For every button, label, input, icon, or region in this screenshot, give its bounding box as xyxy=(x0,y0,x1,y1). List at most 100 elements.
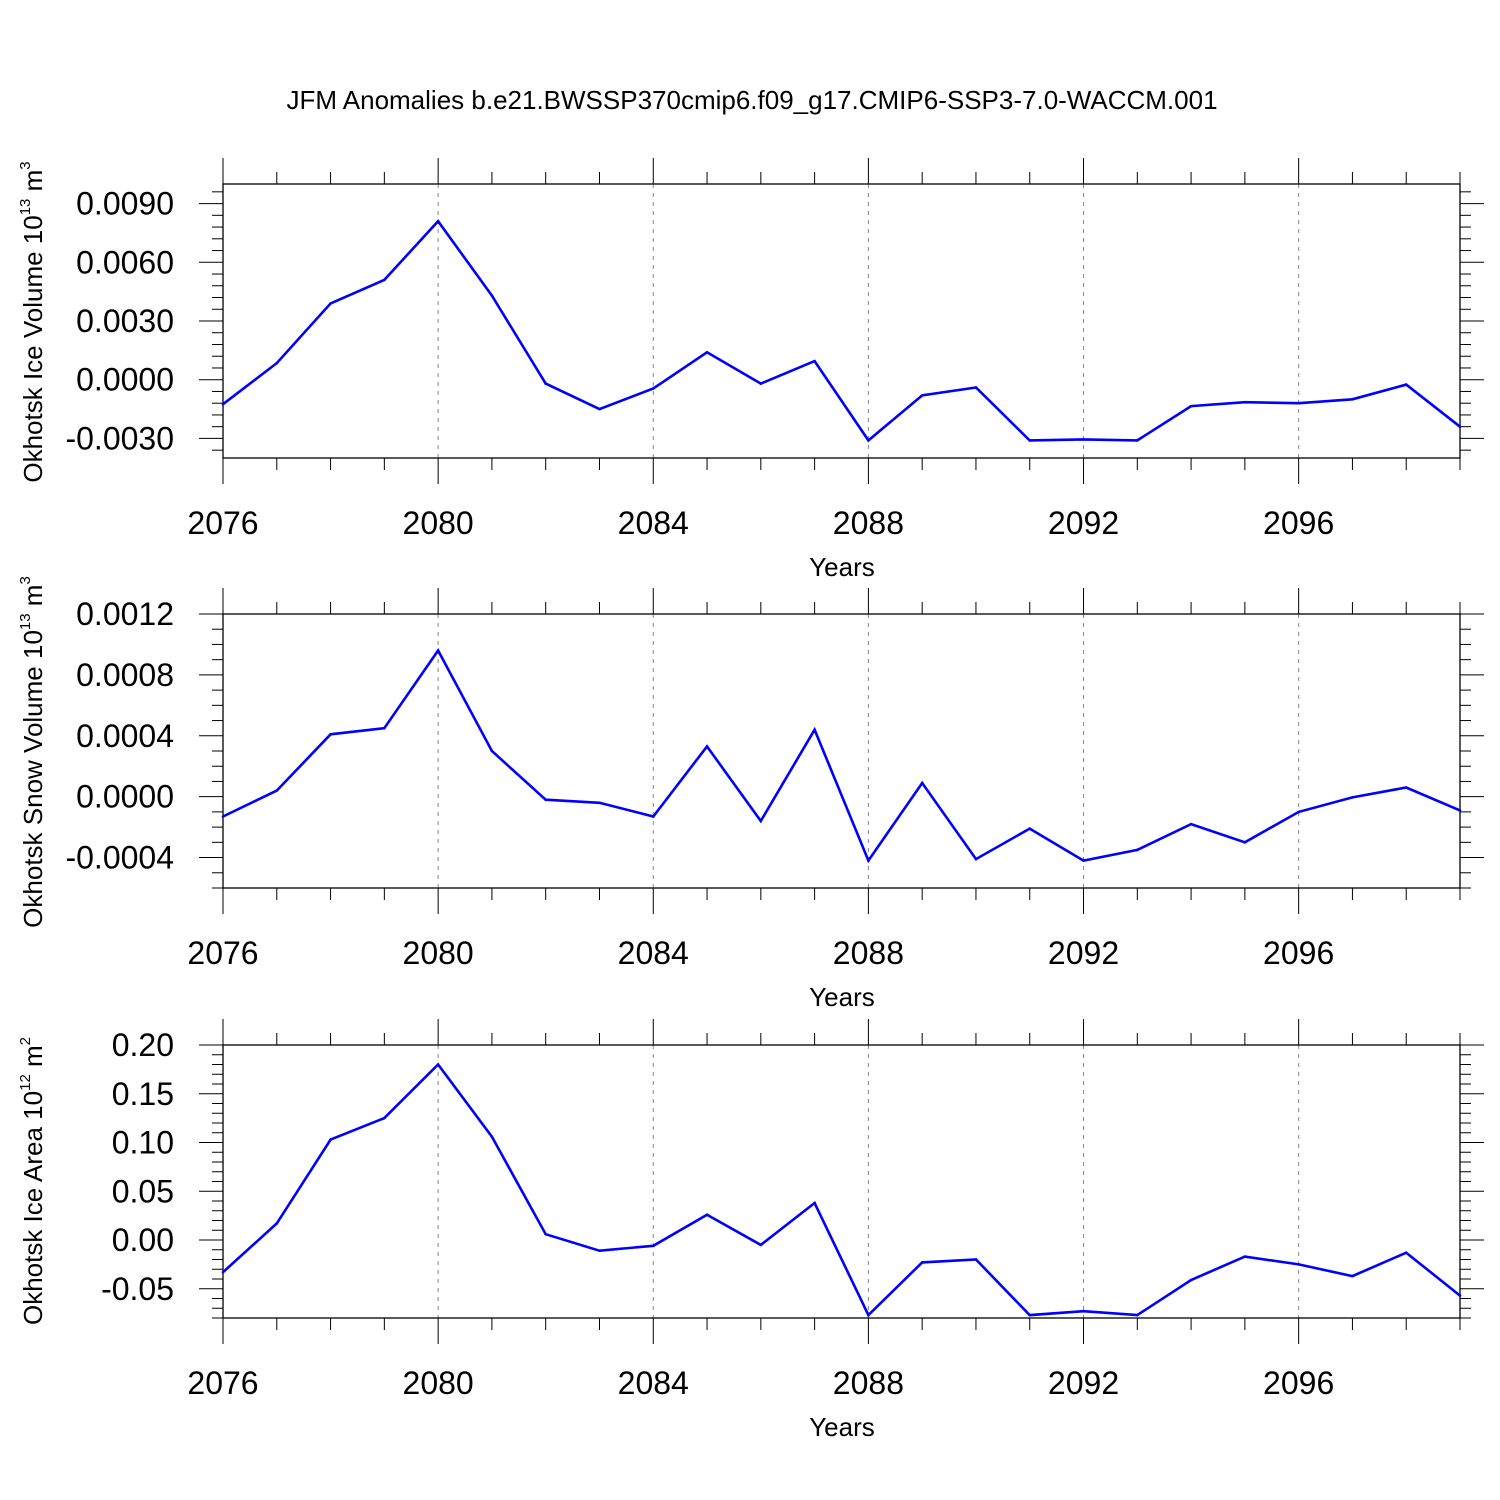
panel-ice-volume: 2076 2080 2084 2088 2092 2096 -0.0030 0.0000 0.0… xyxy=(17,158,1484,582)
x-tick-label: 2096 xyxy=(1263,935,1334,971)
data-point-2090 xyxy=(974,386,978,389)
data-point-2078 xyxy=(329,1138,332,1141)
data-point-2089 xyxy=(920,394,924,397)
data-point-2085 xyxy=(705,745,709,748)
panel-snow-volume: 2076 2080 2084 2088 2092 2096 -0.0004 0.0000 0.0… xyxy=(17,576,1484,1012)
y-tick-label: -0.05 xyxy=(101,1271,174,1307)
data-point-2092 xyxy=(1082,438,1085,441)
series-line xyxy=(222,219,1461,443)
data-point-2076 xyxy=(221,402,225,406)
y-axis-label-unit-exponent: 2 xyxy=(17,1037,34,1045)
y-tick-label: 0.0012 xyxy=(76,596,174,632)
y-axis-label-unit: m xyxy=(18,585,48,614)
data-point-2085 xyxy=(705,1213,709,1216)
data-point-2078 xyxy=(329,302,332,305)
x-tick-label: 2084 xyxy=(618,1365,689,1401)
data-point-2098 xyxy=(1404,383,1408,386)
data-point-2096 xyxy=(1297,1263,1300,1266)
x-axis-label: Years xyxy=(809,552,875,582)
data-point-2095 xyxy=(1243,1255,1247,1258)
data-point-2084 xyxy=(651,387,655,390)
data-point-2076 xyxy=(221,1270,225,1274)
y-axis-label: Okhotsk Ice Volume 1013 m3 xyxy=(17,161,48,482)
data-point-2083 xyxy=(598,801,601,805)
x-axis-label: Years xyxy=(809,982,875,1012)
y-axis-label: Okhotsk Ice Area 1012 m2 xyxy=(17,1037,48,1325)
series-line xyxy=(222,648,1461,864)
data-point-2090 xyxy=(974,857,978,861)
data-point-2084 xyxy=(651,815,655,818)
data-point-2091 xyxy=(1028,439,1032,442)
y-axis-label-exponent: 12 xyxy=(17,1074,34,1091)
data-point-2077 xyxy=(275,789,279,792)
data-point-2089 xyxy=(920,1261,924,1264)
data-point-2086 xyxy=(759,382,763,385)
data-point-2082 xyxy=(544,1232,547,1236)
series-line xyxy=(222,1062,1461,1318)
data-point-2096 xyxy=(1297,810,1300,814)
x-tick-label: 2080 xyxy=(403,505,474,541)
data-point-2095 xyxy=(1243,400,1247,404)
panel-ice-area: 2076 2080 2084 2088 2092 2096 -0.05 0.00 0.05 0.1… xyxy=(17,1019,1484,1442)
x-tick-label: 2096 xyxy=(1263,1365,1334,1401)
data-point-2097 xyxy=(1351,796,1354,799)
y-axis-label-unit-exponent: 3 xyxy=(17,576,34,584)
data-point-2079 xyxy=(383,726,386,730)
data-point-2097 xyxy=(1351,397,1354,401)
data-point-2077 xyxy=(275,361,279,365)
x-tick-label: 2076 xyxy=(187,505,258,541)
data-point-2081 xyxy=(490,749,494,753)
data-point-2085 xyxy=(705,351,709,354)
data-point-2088 xyxy=(867,439,870,442)
data-point-2089 xyxy=(920,781,924,785)
data-point-2099 xyxy=(1458,425,1462,428)
y-tick-label: 0.0030 xyxy=(76,303,174,339)
data-point-2091 xyxy=(1028,1313,1032,1317)
data-point-2094 xyxy=(1189,1278,1193,1282)
y-tick-label: -0.0004 xyxy=(65,840,174,876)
data-point-2083 xyxy=(598,1249,601,1253)
y-axis-label-text: Okhotsk Ice Area 10 xyxy=(18,1091,48,1325)
x-tick-label: 2088 xyxy=(833,1365,904,1401)
x-tick-label: 2080 xyxy=(403,935,474,971)
y-axis-label-unit-exponent: 3 xyxy=(17,161,34,169)
y-tick-label: 0.0004 xyxy=(76,718,174,754)
y-tick-label: 0.05 xyxy=(112,1173,174,1209)
data-point-2078 xyxy=(329,732,332,736)
data-point-2099 xyxy=(1458,1294,1462,1297)
data-point-2088 xyxy=(867,1313,870,1317)
y-tick-label: 0.10 xyxy=(112,1125,174,1161)
data-point-2096 xyxy=(1297,401,1300,405)
x-tick-label: 2084 xyxy=(618,505,689,541)
data-point-2098 xyxy=(1404,786,1408,789)
x-tick-label: 2084 xyxy=(618,935,689,971)
data-point-2099 xyxy=(1458,809,1462,812)
y-tick-label: 0.0000 xyxy=(76,779,174,815)
y-tick-label: 0.15 xyxy=(112,1076,174,1112)
data-point-2092 xyxy=(1082,859,1085,862)
data-point-2077 xyxy=(275,1222,279,1225)
y-axis-label: Okhotsk Snow Volume 1013 m3 xyxy=(17,576,48,928)
y-tick-label: 0.0000 xyxy=(76,362,174,398)
y-tick-label: 0.0090 xyxy=(76,186,174,222)
y-axis-label-unit: m xyxy=(18,170,48,199)
data-point-2083 xyxy=(598,407,601,411)
data-point-2092 xyxy=(1082,1309,1085,1313)
figure-title: JFM Anomalies b.e21.BWSSP370cmip6.f09_g1… xyxy=(286,85,1217,115)
data-point-2086 xyxy=(759,819,763,823)
data-point-2093 xyxy=(1136,439,1139,442)
data-point-2081 xyxy=(490,294,494,297)
y-tick-label: 0.20 xyxy=(112,1027,174,1063)
x-tick-label: 2076 xyxy=(187,935,258,971)
data-point-2090 xyxy=(974,1258,978,1261)
y-tick-label: 0.0008 xyxy=(76,657,174,693)
x-tick-label: 2092 xyxy=(1048,505,1119,541)
data-point-2082 xyxy=(544,382,547,385)
y-axis-label-text: Okhotsk Snow Volume 10 xyxy=(18,630,48,928)
y-tick-label: -0.0030 xyxy=(65,420,174,456)
y-axis-label-exponent: 13 xyxy=(17,613,34,630)
data-point-2088 xyxy=(867,859,870,862)
data-point-2082 xyxy=(544,798,547,802)
